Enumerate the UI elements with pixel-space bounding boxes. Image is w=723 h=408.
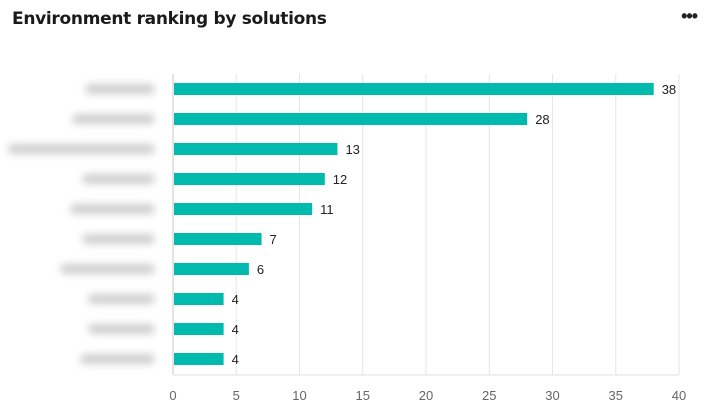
data-label: 11: [320, 202, 334, 217]
blurred-category-label: [72, 114, 155, 124]
data-label: 13: [345, 142, 359, 157]
blurred-category-label: [88, 294, 155, 304]
data-label: 4: [232, 292, 239, 307]
bar: [174, 203, 313, 215]
bar: [174, 83, 654, 95]
x-tick-label: 20: [419, 388, 433, 403]
blurred-category-label: [85, 84, 155, 94]
x-tick-label: 0: [169, 388, 176, 403]
blurred-category-label: [70, 204, 155, 214]
chart-title: Environment ranking by solutions: [12, 9, 327, 29]
blurred-category-label: [82, 234, 155, 244]
blurred-category-label: [8, 144, 155, 154]
data-label: 28: [535, 112, 549, 127]
x-tick-label: 15: [356, 388, 370, 403]
blurred-category-label: [60, 264, 155, 274]
bar: [174, 293, 224, 305]
bar: [174, 173, 325, 185]
data-label: 7: [270, 232, 277, 247]
bar: [174, 233, 262, 245]
more-options-icon[interactable]: •••: [681, 6, 698, 26]
data-label: 4: [232, 322, 239, 337]
blurred-category-label: [82, 174, 155, 184]
bar: [174, 143, 338, 155]
x-tick-label: 10: [292, 388, 306, 403]
bar: [174, 353, 224, 365]
data-label: 38: [662, 82, 676, 97]
bar: [174, 113, 528, 125]
x-tick-label: 25: [482, 388, 496, 403]
data-label: 6: [257, 262, 264, 277]
x-tick-label: 5: [233, 388, 240, 403]
data-label: 4: [232, 352, 239, 367]
bar: [174, 263, 249, 275]
data-label: 12: [333, 172, 347, 187]
bar: [174, 323, 224, 335]
x-tick-label: 30: [545, 388, 559, 403]
blurred-category-label: [88, 324, 155, 334]
x-tick-label: 35: [609, 388, 623, 403]
blurred-category-label: [80, 354, 155, 364]
x-tick-label: 40: [672, 388, 686, 403]
